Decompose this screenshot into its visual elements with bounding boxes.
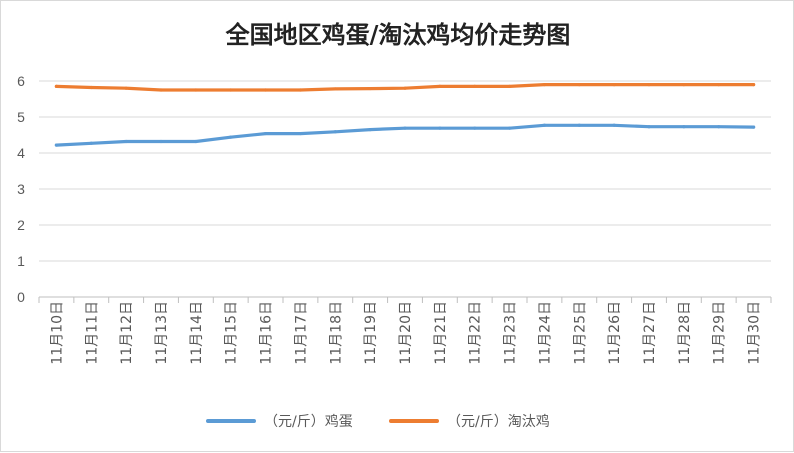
data-point-egg <box>159 139 163 144</box>
x-tick-label: 11月10日 <box>49 301 65 365</box>
y-tick-label: 6 <box>17 73 25 89</box>
data-point-egg <box>194 139 198 144</box>
legend-label-egg: （元/斤）鸡蛋 <box>264 414 353 430</box>
data-point-cull-hen <box>647 83 651 87</box>
data-point-egg <box>473 126 477 130</box>
data-point-cull-hen <box>473 84 477 88</box>
data-point-cull-hen <box>438 84 442 88</box>
y-tick-label: 2 <box>17 217 25 233</box>
data-point-egg <box>577 123 581 127</box>
data-point-egg <box>682 125 686 129</box>
data-point-cull-hen <box>54 84 59 88</box>
data-point-egg <box>751 125 756 129</box>
data-point-egg <box>438 126 442 130</box>
data-point-cull-hen <box>717 83 721 87</box>
x-tick-label: 11月23日 <box>503 301 519 365</box>
data-point-cull-hen <box>229 88 233 92</box>
x-tick-label: 11月12日 <box>119 301 135 365</box>
data-point-egg <box>124 139 128 144</box>
data-point-egg <box>298 131 303 136</box>
data-point-cull-hen <box>89 85 93 90</box>
data-point-cull-hen <box>577 83 581 87</box>
chart-title: 全国地区鸡蛋/淘汰鸡均价走势图 <box>225 20 571 49</box>
x-tick-label: 11月20日 <box>398 301 414 365</box>
y-tick-label: 4 <box>17 145 25 161</box>
x-tick-label: 11月30日 <box>747 301 763 365</box>
y-tick-label: 0 <box>17 289 25 305</box>
x-tick-label: 11月24日 <box>537 301 553 365</box>
x-tick-label: 11月14日 <box>189 301 205 365</box>
legend-item-cull-hen: （元/斤）淘汰鸡 <box>389 411 550 431</box>
x-tick-label: 11月25日 <box>572 301 588 365</box>
data-point-egg <box>612 123 616 127</box>
data-point-cull-hen <box>403 86 407 90</box>
x-tick-label: 11月27日 <box>642 301 658 365</box>
data-point-cull-hen <box>542 83 547 87</box>
legend-swatch-cull-hen <box>389 419 439 423</box>
data-point-egg <box>333 130 337 134</box>
data-point-cull-hen <box>333 87 337 91</box>
data-point-egg <box>647 125 651 129</box>
data-point-egg <box>542 123 547 127</box>
data-point-cull-hen <box>124 86 128 90</box>
data-point-egg <box>507 126 512 130</box>
data-point-egg <box>89 141 93 145</box>
x-tick-label: 11月16日 <box>259 301 275 365</box>
legend-label-cull-hen: （元/斤）淘汰鸡 <box>447 414 550 430</box>
data-point-egg <box>368 128 372 132</box>
x-tick-label: 11月22日 <box>468 301 484 365</box>
x-tick-label: 11月19日 <box>363 301 379 365</box>
data-point-cull-hen <box>682 83 686 87</box>
x-tick-label: 11月28日 <box>677 301 693 365</box>
legend: （元/斤）鸡蛋 （元/斤）淘汰鸡 <box>1 411 794 435</box>
y-tick-label: 1 <box>17 253 25 269</box>
x-tick-label: 11月26日 <box>607 301 623 365</box>
data-point-cull-hen <box>298 88 303 92</box>
x-tick-label: 11月13日 <box>154 301 170 365</box>
data-point-cull-hen <box>612 83 616 87</box>
data-point-cull-hen <box>507 84 512 88</box>
legend-swatch-egg <box>206 419 256 423</box>
x-tick-label: 11月18日 <box>328 301 344 365</box>
data-point-cull-hen <box>263 88 268 92</box>
data-point-cull-hen <box>751 83 756 87</box>
data-point-cull-hen <box>368 86 372 91</box>
y-tick-label: 5 <box>17 109 25 125</box>
x-tick-label: 11月11日 <box>84 301 100 365</box>
x-tick-label: 11月15日 <box>224 301 240 365</box>
legend-item-egg: （元/斤）鸡蛋 <box>206 411 353 431</box>
data-point-cull-hen <box>194 88 198 92</box>
x-tick-label: 11月17日 <box>293 301 309 365</box>
y-tick-label: 3 <box>17 181 25 197</box>
data-point-egg <box>54 143 59 147</box>
data-point-cull-hen <box>159 88 163 92</box>
x-tick-label: 11月29日 <box>712 301 728 365</box>
data-point-egg <box>229 135 233 139</box>
data-point-egg <box>263 131 268 136</box>
data-point-egg <box>403 126 407 130</box>
x-tick-label: 11月21日 <box>433 301 449 365</box>
data-point-egg <box>717 125 721 129</box>
